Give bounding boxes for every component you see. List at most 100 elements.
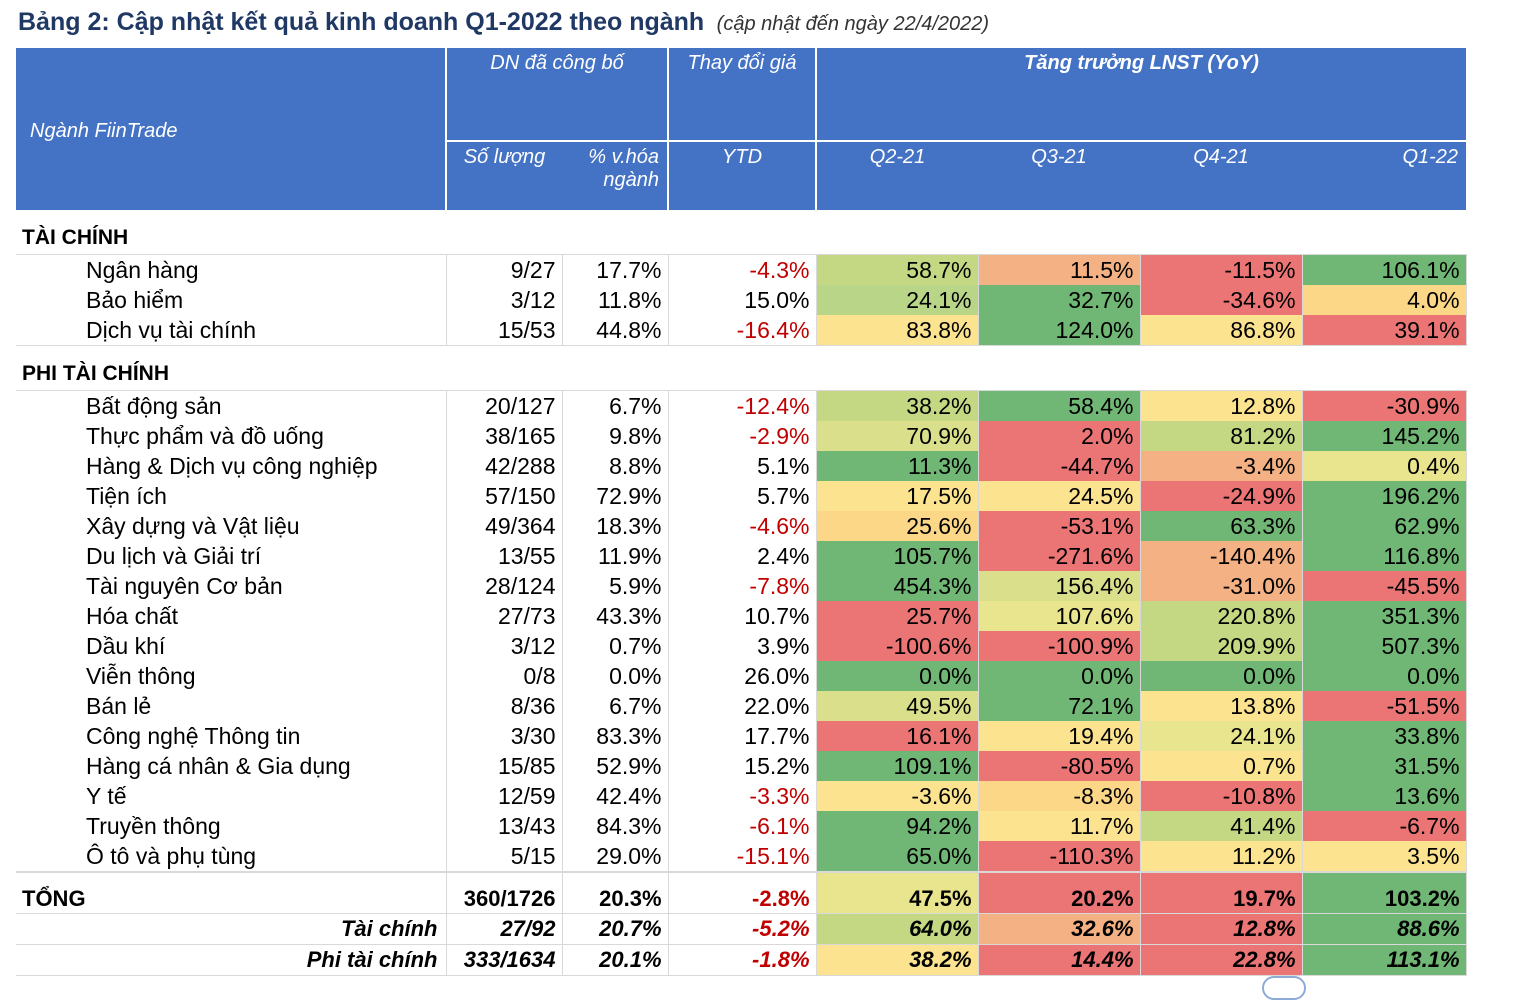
table-row: Viễn thông 0/8 0.0% 26.0% 0.0% 0.0% 0.0% 0.0% (16, 661, 1467, 691)
growth-q1-22: 106.1% (1302, 254, 1467, 285)
published-count: 0/8 (446, 661, 563, 691)
sector-name: Bất động sản (16, 390, 447, 421)
growth-q4-21: -10.8% (1140, 781, 1303, 811)
growth-q4-21: 24.1% (1140, 721, 1303, 751)
growth-q3-21: 124.0% (978, 315, 1141, 346)
section-row: PHI TÀI CHÍNH (16, 346, 1466, 391)
table-row: Hóa chất 27/73 43.3% 10.7% 25.7% 107.6% 220.8%… (16, 601, 1467, 631)
growth-q1-22: -30.9% (1302, 390, 1467, 421)
header-q1-22: Q1-22 (1302, 141, 1467, 210)
mcap-share: 0.0% (562, 661, 669, 691)
growth-q2-21: 83.8% (816, 315, 979, 346)
table-row: Truyền thông 13/43 84.3% -6.1% 94.2% 11.7% 41.… (16, 811, 1467, 841)
growth-q2-21: 105.7% (816, 541, 979, 571)
growth-q2-21: 58.7% (816, 254, 979, 285)
price-change-ytd: -2.9% (668, 421, 817, 451)
price-change-ytd: 2.4% (668, 541, 817, 571)
mcap-share: 29.0% (562, 841, 669, 873)
price-change-ytd: -2.8% (668, 871, 817, 914)
growth-q4-21: 12.8% (1140, 390, 1303, 421)
published-count: 5/15 (446, 841, 563, 873)
header-mcap-line1: % v.hóa (588, 146, 660, 168)
header-row-columns: Số lượng % v.hóa ngành YTD Q2-21 Q3-21 Q… (16, 141, 1467, 210)
sector-name: Bán lẻ (16, 691, 447, 721)
growth-q4-21: 12.8% (1140, 913, 1303, 945)
price-change-ytd: 17.7% (668, 721, 817, 751)
header-price-change-group: Thay đổi giá (668, 48, 818, 142)
table-title: Bảng 2: Cập nhật kết quả kinh doanh Q1-2… (18, 4, 989, 40)
growth-q4-21: 19.7% (1140, 871, 1303, 914)
growth-q2-21: -100.6% (816, 631, 979, 661)
growth-q1-22: 0.4% (1302, 451, 1467, 481)
growth-q1-22: -45.5% (1302, 571, 1467, 601)
sector-name: Ô tô và phụ tùng (16, 841, 447, 873)
growth-q4-21: 0.0% (1140, 661, 1303, 691)
growth-q1-22: 62.9% (1302, 511, 1467, 541)
sector-results-table: Ngành FiinTrade DN đã công bố Thay đổi g… (16, 48, 1467, 976)
published-count: 333/1634 (446, 944, 563, 976)
header-q2-21: Q2-21 (816, 141, 979, 210)
growth-q1-22: 4.0% (1302, 285, 1467, 315)
mcap-share: 6.7% (562, 691, 669, 721)
mcap-share: 18.3% (562, 511, 669, 541)
sector-name: Xây dựng và Vật liệu (16, 511, 447, 541)
header-row-group: Ngành FiinTrade DN đã công bố Thay đổi g… (16, 48, 1467, 210)
growth-q1-22: -6.7% (1302, 811, 1467, 841)
growth-q2-21: 17.5% (816, 481, 979, 511)
growth-q4-21: 13.8% (1140, 691, 1303, 721)
growth-q1-22: 145.2% (1302, 421, 1467, 451)
sector-name: Ngân hàng (16, 254, 447, 285)
header-ytd: YTD (668, 141, 818, 210)
brand-logo-icon (1262, 976, 1306, 1000)
growth-q4-21: -11.5% (1140, 254, 1303, 285)
growth-q4-21: -24.9% (1140, 481, 1303, 511)
published-count: 20/127 (446, 390, 563, 421)
sector-name: Y tế (16, 781, 447, 811)
total-rows: TỔNG 360/1726 20.3% -2.8% 47.5% 20.2% 19.7% 103… (16, 871, 1467, 976)
mcap-share: 17.7% (562, 254, 669, 285)
published-count: 13/55 (446, 541, 563, 571)
table-row: Tiện ích 57/150 72.9% 5.7% 17.5% 24.5% -24.9% 1… (16, 481, 1467, 511)
header-q3-21: Q3-21 (978, 141, 1141, 210)
growth-q3-21: -44.7% (978, 451, 1141, 481)
mcap-share: 44.8% (562, 315, 669, 346)
price-change-ytd: -4.6% (668, 511, 817, 541)
published-count: 15/85 (446, 751, 563, 781)
growth-q2-21: -3.6% (816, 781, 979, 811)
sector-name: Công nghệ Thông tin (16, 721, 447, 751)
table-title-main: Bảng 2: Cập nhật kết quả kinh doanh Q1-2… (18, 8, 705, 36)
price-change-ytd: -6.1% (668, 811, 817, 841)
published-count: 15/53 (446, 315, 563, 346)
sector-name: Tài nguyên Cơ bản (16, 571, 447, 601)
mcap-share: 72.9% (562, 481, 669, 511)
growth-q2-21: 70.9% (816, 421, 979, 451)
growth-q4-21: 209.9% (1140, 631, 1303, 661)
growth-q2-21: 38.2% (816, 944, 979, 976)
growth-q2-21: 49.5% (816, 691, 979, 721)
mcap-share: 5.9% (562, 571, 669, 601)
growth-q2-21: 25.6% (816, 511, 979, 541)
growth-q2-21: 25.7% (816, 601, 979, 631)
growth-q3-21: 11.5% (978, 254, 1141, 285)
published-count: 38/165 (446, 421, 563, 451)
published-count: 49/364 (446, 511, 563, 541)
table-row: Bán lẻ 8/36 6.7% 22.0% 49.5% 72.1% 13.8% -51.5% (16, 691, 1467, 721)
growth-q3-21: 0.0% (978, 661, 1141, 691)
price-change-ytd: 10.7% (668, 601, 817, 631)
growth-q1-22: 351.3% (1302, 601, 1467, 631)
sector-name: Viễn thông (16, 661, 447, 691)
growth-q4-21: 0.7% (1140, 751, 1303, 781)
table-row: Hàng & Dịch vụ công nghiệp 42/288 8.8% 5.1%… (16, 451, 1467, 481)
growth-q3-21: -271.6% (978, 541, 1141, 571)
price-change-ytd: -5.2% (668, 913, 817, 945)
price-change-ytd: -15.1% (668, 841, 817, 873)
growth-q2-21: 24.1% (816, 285, 979, 315)
growth-q3-21: 32.7% (978, 285, 1141, 315)
price-change-ytd: -1.8% (668, 944, 817, 976)
table-row: Phi tài chính 333/1634 20.1% -1.8% 38.2% 14.4… (16, 944, 1467, 976)
sector-name: Bảo hiểm (16, 285, 447, 315)
growth-q2-21: 65.0% (816, 841, 979, 873)
growth-q1-22: 31.5% (1302, 751, 1467, 781)
growth-q3-21: 19.4% (978, 721, 1141, 751)
growth-q1-22: 88.6% (1302, 913, 1467, 945)
